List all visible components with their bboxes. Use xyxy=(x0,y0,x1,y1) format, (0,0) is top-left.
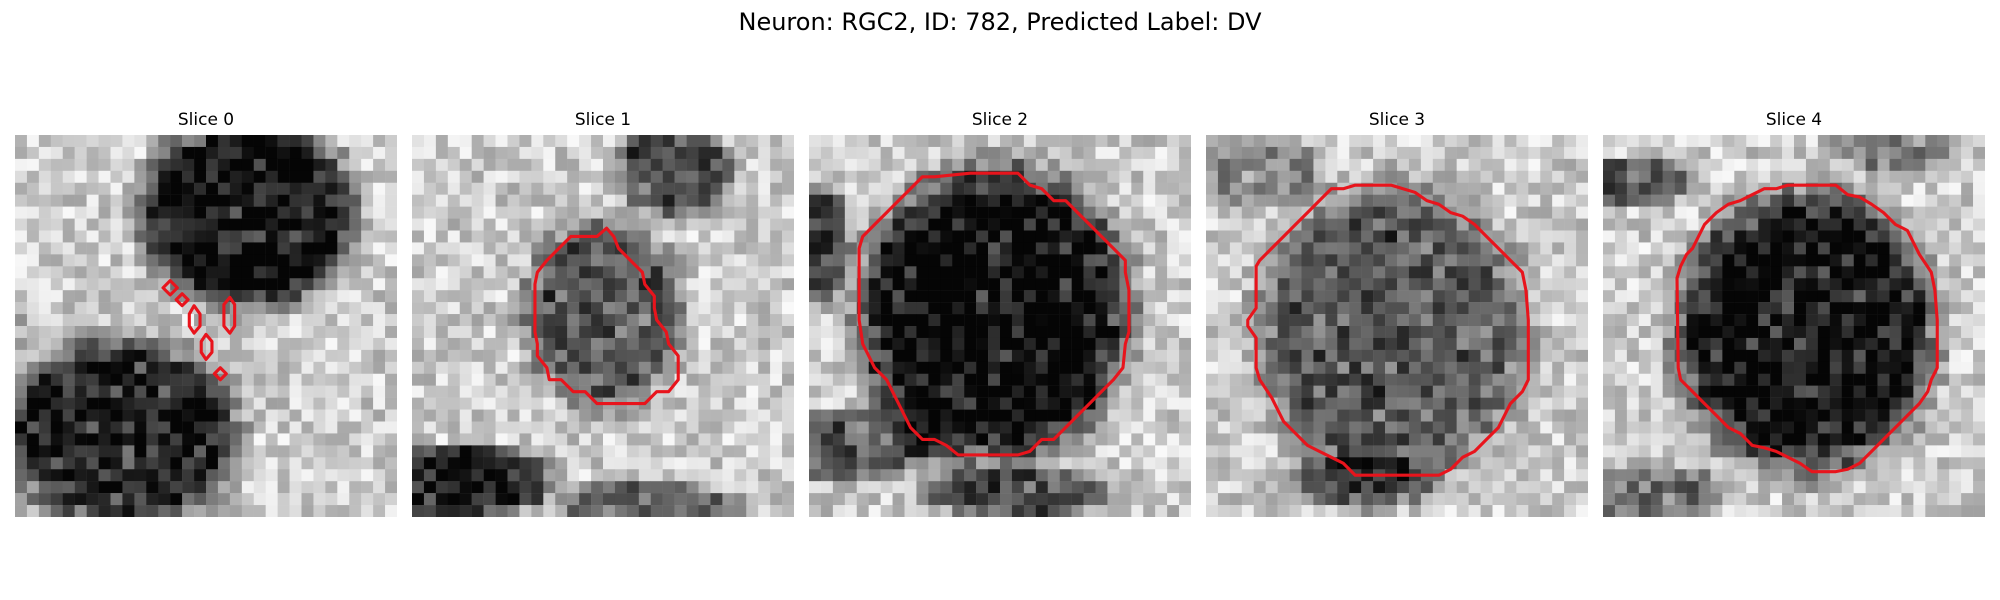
slice-panel-0: Slice 0 xyxy=(15,110,397,517)
slice-image xyxy=(809,135,1191,517)
slice-image xyxy=(1206,135,1588,517)
slice-title: Slice 3 xyxy=(1368,110,1426,130)
figure-title: Neuron: RGC2, ID: 782, Predicted Label: … xyxy=(738,8,1262,36)
slice-panel-2: Slice 2 xyxy=(809,110,1191,517)
slice-panel-4: Slice 4 xyxy=(1603,110,1985,517)
segmentation-contour xyxy=(533,226,680,406)
pixel-grid xyxy=(412,135,794,517)
pixel-grid xyxy=(809,135,1191,517)
slice-image xyxy=(412,135,794,517)
pixel-grid xyxy=(15,135,397,517)
slice-title: Slice 2 xyxy=(971,110,1029,130)
segmentation-contour xyxy=(857,171,1131,457)
slice-image xyxy=(1603,135,1985,517)
slice-panel-3: Slice 3 xyxy=(1206,110,1588,517)
pixel-grid xyxy=(1206,135,1588,517)
slice-image xyxy=(15,135,397,517)
slice-title: Slice 0 xyxy=(177,110,235,130)
slice-title: Slice 4 xyxy=(1765,110,1823,130)
segmentation-contour xyxy=(161,279,237,382)
slice-title: Slice 1 xyxy=(574,110,632,130)
segmentation-contour xyxy=(1675,183,1939,474)
slice-panel-1: Slice 1 xyxy=(412,110,794,517)
segmentation-contour xyxy=(1246,183,1530,477)
pixel-grid xyxy=(1603,135,1985,517)
